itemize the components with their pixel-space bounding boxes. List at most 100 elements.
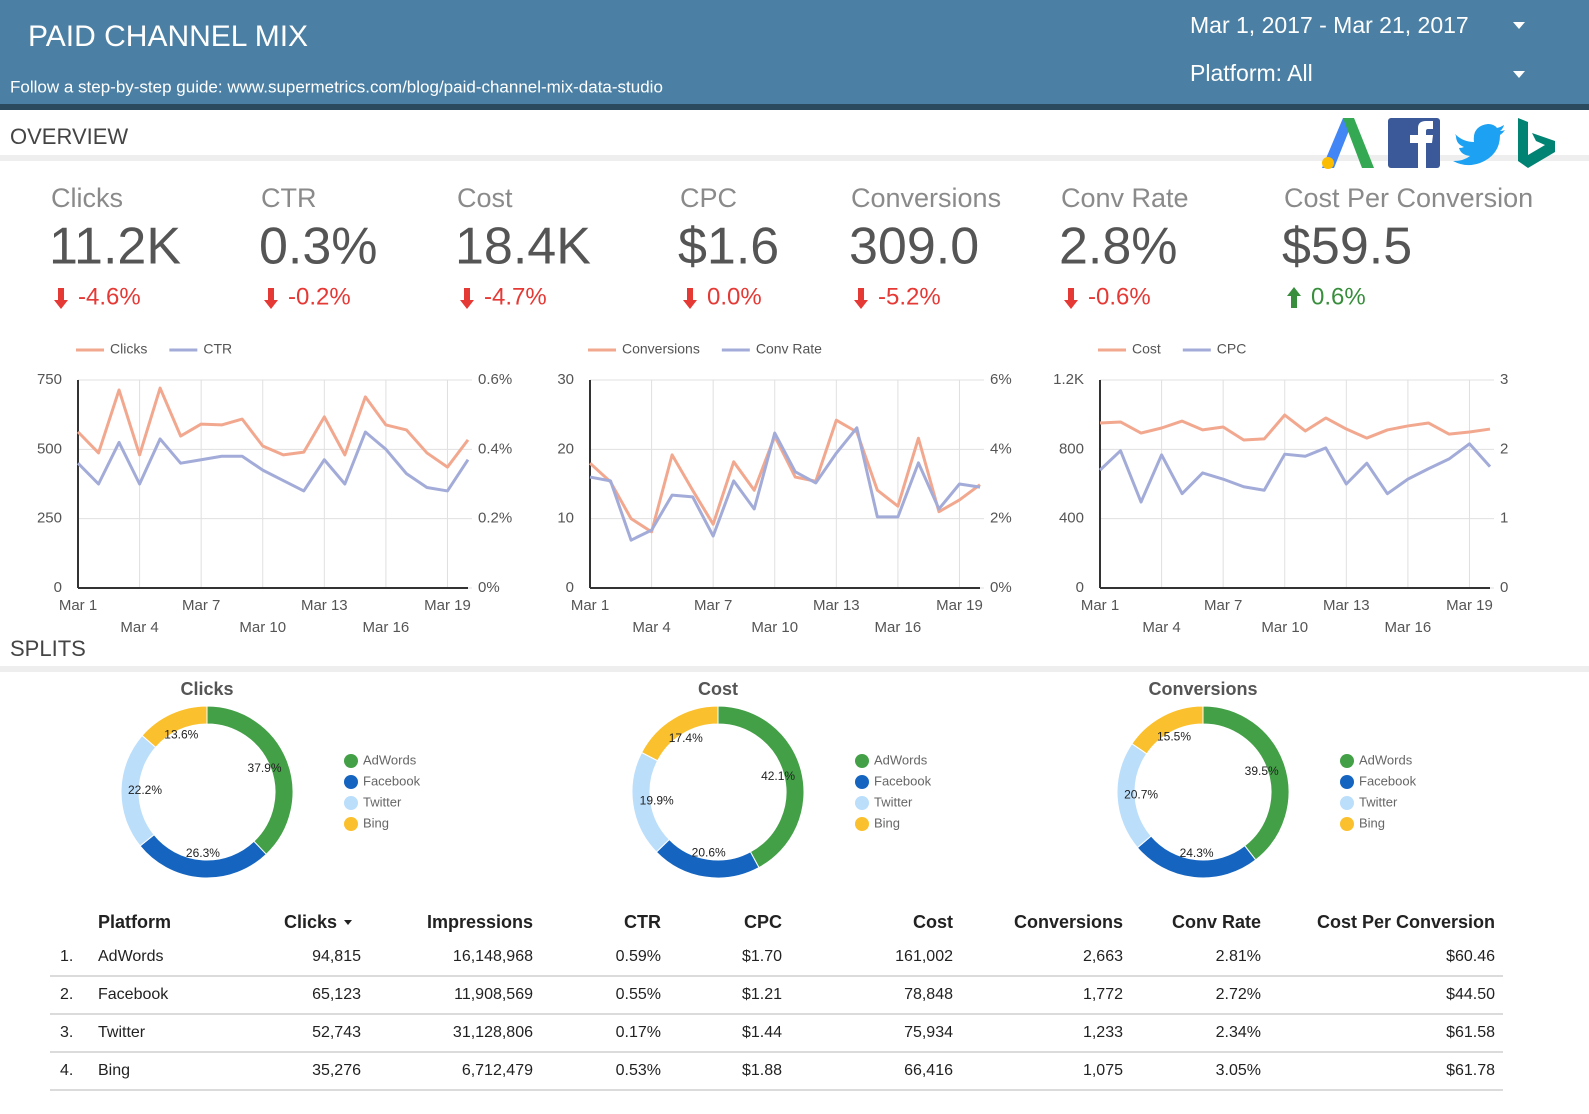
kpi-value: 0.3% xyxy=(259,218,378,276)
series-line xyxy=(1099,413,1491,442)
donut-value-label: 22.2% xyxy=(128,783,162,797)
x-tick-label: Mar 16 xyxy=(1385,619,1432,636)
header-shadow xyxy=(0,104,1589,110)
kpi-label: CPC xyxy=(680,183,737,213)
legend-swatch xyxy=(855,796,869,810)
x-tick-label: Mar 19 xyxy=(936,597,983,614)
table-cell: 52,743 xyxy=(312,1024,361,1041)
table-cell: 66,416 xyxy=(904,1062,953,1079)
kpi-value: $1.6 xyxy=(678,218,779,276)
table-cell: Twitter xyxy=(98,1024,146,1041)
table-cell: 2.81% xyxy=(1216,948,1261,965)
table-header: Cost xyxy=(913,912,953,932)
table-cell: 0.17% xyxy=(616,1024,661,1041)
table-cell: 31,128,806 xyxy=(453,1024,533,1041)
table-header: Conversions xyxy=(1014,912,1123,932)
table-cell: 2,663 xyxy=(1083,948,1123,965)
x-tick-label: Mar 4 xyxy=(120,619,158,636)
table-header: Platform xyxy=(98,912,171,932)
sort-indicator xyxy=(344,920,352,925)
table-cell: 0.53% xyxy=(616,1062,661,1079)
y2-tick-label: 1 xyxy=(1500,510,1508,527)
legend-label: AdWords xyxy=(363,752,417,767)
legend-label: Facebook xyxy=(874,773,932,788)
kpi-trend-arrow xyxy=(460,288,474,309)
donut-title: Clicks xyxy=(180,679,233,699)
x-tick-label: Mar 13 xyxy=(1323,597,1370,614)
legend-label: Bing xyxy=(874,815,900,830)
y2-tick-label: 6% xyxy=(990,371,1012,388)
y2-tick-label: 4% xyxy=(990,440,1012,457)
legend-swatch xyxy=(344,796,358,810)
donut-value-label: 42.1% xyxy=(761,769,795,783)
donut-value-label: 37.9% xyxy=(248,761,282,775)
table-cell: AdWords xyxy=(98,948,164,965)
y2-tick-label: 3 xyxy=(1500,371,1508,388)
kpi-label: CTR xyxy=(261,183,317,213)
section-divider xyxy=(0,666,1589,672)
y-tick-label: 400 xyxy=(1059,510,1084,527)
donut-segment xyxy=(141,705,208,749)
kpi-label: Conv Rate xyxy=(1061,183,1189,213)
kpi-value: $59.5 xyxy=(1282,218,1412,276)
donut-value-label: 20.7% xyxy=(1124,787,1158,801)
series-line xyxy=(76,430,470,493)
table-cell: 0.55% xyxy=(616,986,661,1003)
legend-swatch xyxy=(855,754,869,768)
y-tick-label: 250 xyxy=(37,510,62,527)
row-rank: 3. xyxy=(60,1024,73,1041)
legend-label: CTR xyxy=(203,341,232,357)
y-tick-label: 0 xyxy=(54,579,62,596)
legend-swatch xyxy=(1340,754,1354,768)
donut-value-label: 26.3% xyxy=(186,846,220,860)
legend-label: Cost xyxy=(1132,341,1161,357)
table-cell: $1.44 xyxy=(742,1024,782,1041)
kpi-trend-arrow xyxy=(1287,287,1301,308)
header-subtitle: Follow a step-by-step guide: www.superme… xyxy=(10,77,663,96)
kpi-trend-arrow xyxy=(264,288,278,309)
dropdown-arrow[interactable] xyxy=(1513,71,1525,78)
legend-label: AdWords xyxy=(874,752,928,767)
legend-label: Clicks xyxy=(110,341,147,357)
table-cell: Bing xyxy=(98,1062,130,1079)
x-tick-label: Mar 1 xyxy=(59,597,97,614)
kpi-value: 11.2K xyxy=(49,218,181,276)
table-cell: 16,148,968 xyxy=(453,948,533,965)
date-range[interactable]: Mar 1, 2017 - Mar 21, 2017 xyxy=(1190,12,1469,38)
legend-label: AdWords xyxy=(1359,752,1413,767)
kpi-trend-arrow xyxy=(54,288,68,309)
kpi-delta: -0.6% xyxy=(1088,283,1151,310)
table-cell: $44.50 xyxy=(1446,986,1495,1003)
kpi-label: Conversions xyxy=(851,183,1001,213)
table-cell: 6,712,479 xyxy=(462,1062,533,1079)
y-tick-label: 800 xyxy=(1059,440,1084,457)
table-cell: 35,276 xyxy=(312,1062,361,1079)
table-cell: 94,815 xyxy=(312,948,361,965)
legend-swatch xyxy=(1340,775,1354,789)
table-cell: 11,908,569 xyxy=(454,986,533,1003)
y2-tick-label: 0.6% xyxy=(478,371,512,388)
table-cell: $61.78 xyxy=(1446,1062,1495,1079)
y2-tick-label: 0.2% xyxy=(478,510,512,527)
section-title: SPLITS xyxy=(10,636,86,661)
donut-value-label: 39.5% xyxy=(1245,764,1279,778)
legend-label: Bing xyxy=(1359,815,1385,830)
y2-tick-label: 0 xyxy=(1500,579,1508,596)
donut-segment xyxy=(640,705,719,762)
section-divider xyxy=(0,155,1589,161)
table-header: Conv Rate xyxy=(1172,912,1261,932)
legend-label: Facebook xyxy=(363,773,421,788)
platform-filter[interactable]: Platform: All xyxy=(1190,60,1313,86)
section-title: OVERVIEW xyxy=(10,124,128,149)
legend-swatch xyxy=(1340,817,1354,831)
table-cell: $1.70 xyxy=(742,948,782,965)
kpi-label: Cost xyxy=(457,183,513,213)
legend-label: Twitter xyxy=(874,794,913,809)
y-tick-label: 20 xyxy=(557,440,574,457)
kpi-delta: -0.2% xyxy=(288,283,351,310)
legend-swatch xyxy=(344,775,358,789)
dropdown-arrow[interactable] xyxy=(1513,22,1525,29)
legend-swatch xyxy=(1340,796,1354,810)
donut-value-label: 19.9% xyxy=(640,793,674,807)
